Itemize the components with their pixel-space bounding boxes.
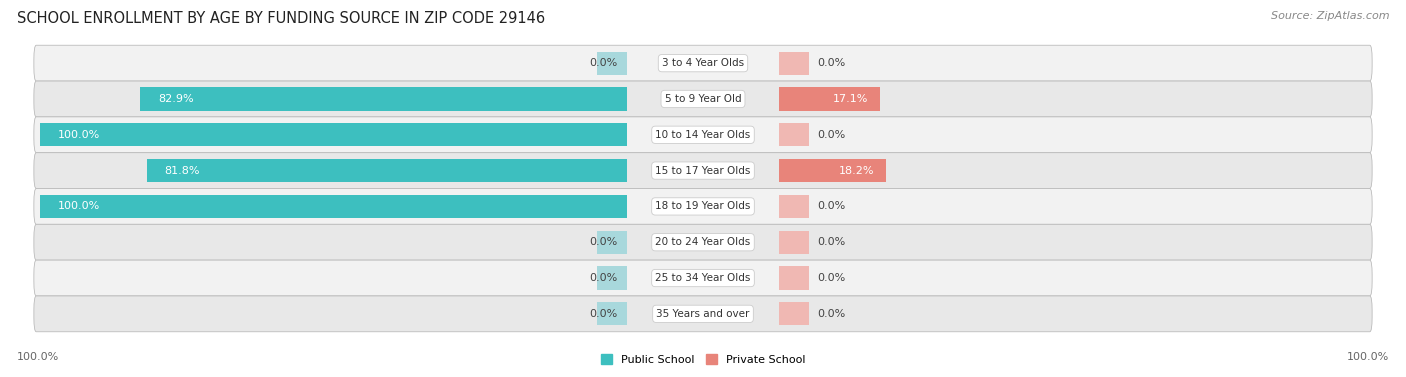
Text: 15 to 17 Year Olds: 15 to 17 Year Olds [655, 166, 751, 176]
Text: 10 to 14 Year Olds: 10 to 14 Year Olds [655, 130, 751, 140]
Bar [779, 302, 808, 325]
Bar [779, 267, 808, 290]
Bar [779, 123, 808, 146]
Text: 35 Years and over: 35 Years and over [657, 309, 749, 319]
Text: 82.9%: 82.9% [157, 94, 194, 104]
Bar [141, 87, 627, 110]
Text: 25 to 34 Year Olds: 25 to 34 Year Olds [655, 273, 751, 283]
Text: 18.2%: 18.2% [839, 166, 875, 176]
Bar [146, 159, 627, 182]
Bar [39, 123, 627, 146]
Bar [779, 87, 880, 110]
Text: 20 to 24 Year Olds: 20 to 24 Year Olds [655, 237, 751, 247]
FancyBboxPatch shape [34, 224, 1372, 260]
FancyBboxPatch shape [34, 45, 1372, 81]
Text: 0.0%: 0.0% [589, 58, 617, 68]
Bar [598, 302, 627, 325]
Text: 81.8%: 81.8% [165, 166, 200, 176]
Text: 0.0%: 0.0% [817, 273, 845, 283]
Text: 0.0%: 0.0% [589, 273, 617, 283]
Text: 0.0%: 0.0% [817, 130, 845, 140]
Bar [779, 231, 808, 254]
Text: 0.0%: 0.0% [589, 309, 617, 319]
Bar [779, 52, 808, 75]
Text: 0.0%: 0.0% [817, 309, 845, 319]
Text: 100.0%: 100.0% [58, 130, 100, 140]
Text: SCHOOL ENROLLMENT BY AGE BY FUNDING SOURCE IN ZIP CODE 29146: SCHOOL ENROLLMENT BY AGE BY FUNDING SOUR… [17, 11, 546, 26]
FancyBboxPatch shape [34, 188, 1372, 224]
Text: 0.0%: 0.0% [817, 201, 845, 211]
Text: 3 to 4 Year Olds: 3 to 4 Year Olds [662, 58, 744, 68]
Text: 0.0%: 0.0% [817, 237, 845, 247]
Text: 0.0%: 0.0% [589, 237, 617, 247]
Bar [39, 195, 627, 218]
Bar [779, 195, 808, 218]
Text: 17.1%: 17.1% [832, 94, 868, 104]
Text: 18 to 19 Year Olds: 18 to 19 Year Olds [655, 201, 751, 211]
Bar [779, 159, 886, 182]
FancyBboxPatch shape [34, 153, 1372, 188]
Legend: Public School, Private School: Public School, Private School [596, 350, 810, 369]
FancyBboxPatch shape [34, 117, 1372, 153]
Text: 5 to 9 Year Old: 5 to 9 Year Old [665, 94, 741, 104]
FancyBboxPatch shape [34, 81, 1372, 117]
Text: 100.0%: 100.0% [58, 201, 100, 211]
Text: Source: ZipAtlas.com: Source: ZipAtlas.com [1271, 11, 1389, 21]
FancyBboxPatch shape [34, 260, 1372, 296]
Text: 100.0%: 100.0% [17, 352, 59, 362]
Bar [598, 231, 627, 254]
FancyBboxPatch shape [34, 296, 1372, 332]
Text: 100.0%: 100.0% [1347, 352, 1389, 362]
Bar [598, 52, 627, 75]
Text: 0.0%: 0.0% [817, 58, 845, 68]
Bar [598, 267, 627, 290]
